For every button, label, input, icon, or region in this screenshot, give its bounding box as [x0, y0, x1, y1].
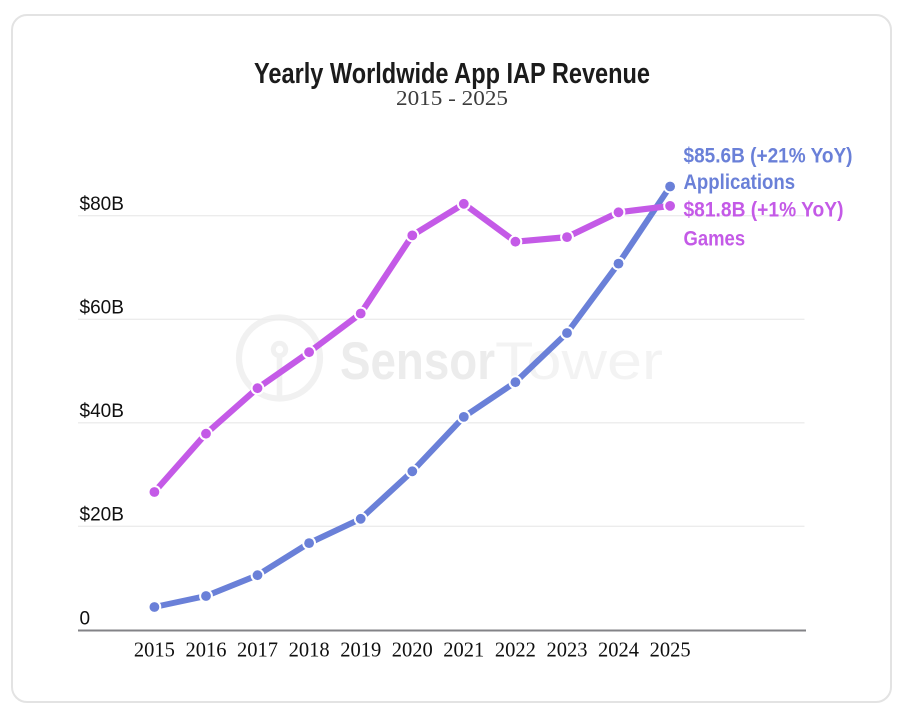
svg-text:$81.8B (+1% YoY): $81.8B (+1% YoY)	[684, 198, 844, 221]
svg-text:Tower: Tower	[495, 332, 663, 391]
svg-text:2024: 2024	[598, 638, 639, 662]
svg-text:2018: 2018	[289, 638, 330, 662]
svg-text:0: 0	[80, 608, 91, 629]
svg-text:2021: 2021	[443, 638, 484, 662]
svg-text:Yearly Worldwide App IAP Reven: Yearly Worldwide App IAP Revenue	[254, 58, 650, 90]
svg-text:$20B: $20B	[80, 505, 124, 526]
svg-text:2016: 2016	[186, 638, 227, 662]
svg-text:$85.6B (+21% YoY): $85.6B (+21% YoY)	[684, 144, 853, 167]
svg-text:2019: 2019	[340, 638, 381, 662]
svg-text:2023: 2023	[547, 638, 588, 662]
svg-text:Applications: Applications	[684, 171, 796, 194]
svg-text:2020: 2020	[392, 638, 433, 662]
svg-text:$60B: $60B	[80, 298, 124, 319]
svg-text:$80B: $80B	[80, 194, 124, 215]
svg-text:2025: 2025	[650, 638, 691, 662]
svg-text:2015 - 2025: 2015 - 2025	[396, 86, 508, 110]
svg-text:Sensor: Sensor	[340, 332, 495, 391]
svg-text:2015: 2015	[134, 638, 175, 662]
svg-text:$40B: $40B	[80, 401, 124, 422]
svg-text:Games: Games	[684, 227, 746, 250]
svg-text:2022: 2022	[495, 638, 536, 662]
svg-text:2017: 2017	[237, 638, 278, 662]
